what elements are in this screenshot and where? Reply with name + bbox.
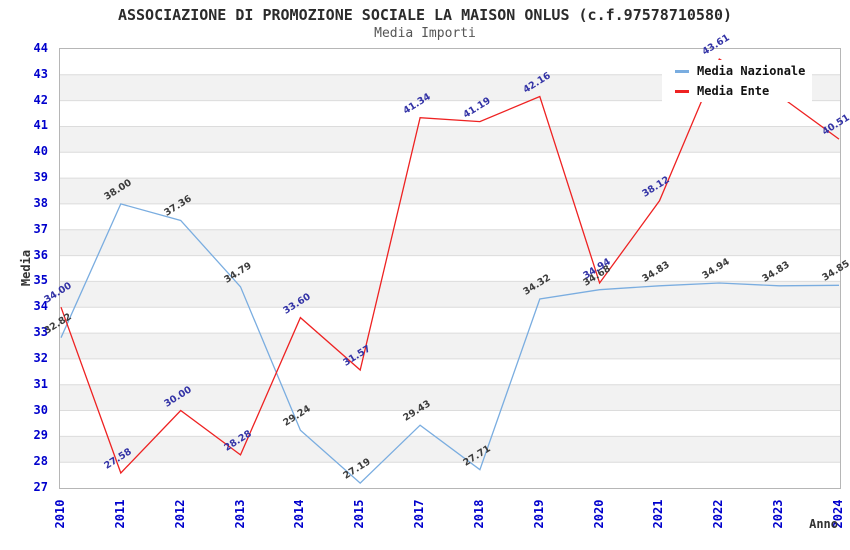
y-tick-label: 37 (33, 222, 48, 236)
legend-line-swatch-blue (675, 69, 689, 73)
legend-entry-media-nazionale: Media Nazionale (675, 63, 812, 78)
x-tick-label: 2015 (352, 499, 366, 529)
band (60, 178, 840, 204)
band (60, 384, 840, 411)
x-tick-label: 2010 (53, 499, 67, 529)
x-tick-label: 2019 (532, 499, 546, 529)
y-tick-label: 41 (33, 118, 48, 132)
x-tick-label: 2013 (233, 499, 247, 529)
plot-svg (60, 58, 840, 484)
band (60, 333, 840, 359)
chart-subtitle: Media Importi (374, 26, 476, 41)
chart-title: ASSOCIAZIONE DI PROMOZIONE SOCIALE LA MA… (117, 6, 733, 24)
x-tick-label: 2021 (651, 499, 665, 529)
y-tick-label: 32 (33, 351, 48, 365)
y-tick-label: 38 (33, 196, 48, 210)
legend-label: Media Nazionale (697, 63, 806, 78)
y-tick-label: 30 (33, 403, 48, 417)
plot-area (59, 48, 841, 489)
legend: Media Nazionale Media Ente (662, 60, 812, 102)
band (60, 436, 840, 463)
x-tick-label: 2020 (592, 499, 606, 529)
legend-line-swatch-red (675, 89, 689, 93)
series-line-0 (60, 203, 840, 484)
y-tick-label: 35 (33, 273, 48, 287)
x-tick-label: 2014 (292, 499, 306, 529)
y-tick-label: 34 (33, 299, 48, 313)
y-tick-label: 33 (33, 325, 48, 339)
y-tick-label: 27 (33, 480, 48, 494)
y-tick-label: 31 (33, 377, 48, 391)
band (60, 281, 840, 308)
x-tick-label: 2012 (173, 499, 187, 529)
legend-entry-media-ente: Media Ente (675, 83, 812, 98)
y-tick-label: 44 (33, 41, 48, 55)
y-tick-label: 43 (33, 67, 48, 81)
y-tick-label: 36 (33, 248, 48, 262)
x-tick-label: 2011 (113, 499, 127, 529)
x-axis-title: Anno (809, 517, 838, 531)
y-tick-label: 42 (33, 93, 48, 107)
y-tick-label: 29 (33, 428, 48, 442)
band (60, 229, 840, 256)
y-tick-label: 39 (33, 170, 48, 184)
y-tick-label: 40 (33, 144, 48, 158)
x-tick-label: 2022 (711, 499, 725, 529)
x-tick-label: 2018 (472, 499, 486, 529)
y-tick-label: 28 (33, 454, 48, 468)
x-tick-label: 2017 (412, 499, 426, 529)
y-axis-title: Media (19, 249, 33, 287)
legend-label: Media Ente (697, 83, 770, 98)
band (60, 126, 840, 153)
x-tick-label: 2023 (771, 499, 785, 529)
